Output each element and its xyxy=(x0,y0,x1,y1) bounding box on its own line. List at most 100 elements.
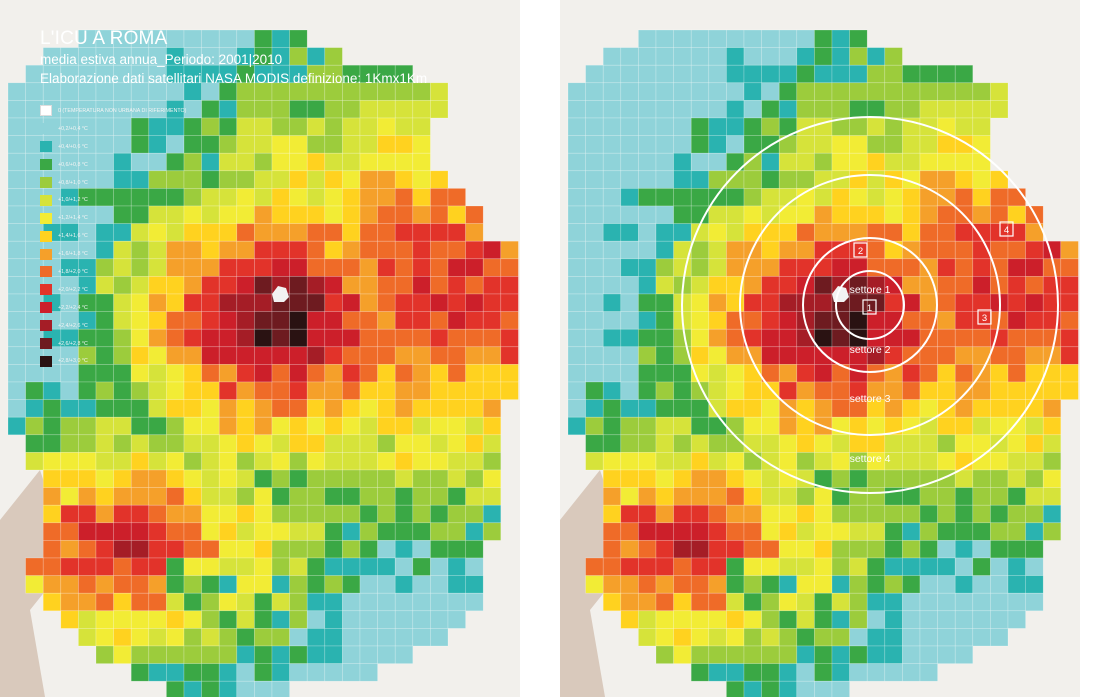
heat-cell xyxy=(482,416,502,436)
heat-cell xyxy=(342,205,361,224)
heat-cell xyxy=(377,135,396,154)
heat-cell xyxy=(482,452,502,471)
heat-cell xyxy=(602,434,622,453)
heat-cell xyxy=(342,240,361,260)
heat-cell xyxy=(585,346,604,365)
heat-cell xyxy=(761,223,780,242)
heat-cell xyxy=(183,240,202,260)
heat-cell xyxy=(324,364,343,383)
heat-cell xyxy=(690,100,710,119)
heat-cell xyxy=(394,540,414,559)
heat-cell xyxy=(183,522,202,541)
heat-cell xyxy=(743,311,762,330)
heat-cell xyxy=(342,346,361,365)
heat-cell xyxy=(585,135,604,154)
heat-cell xyxy=(1007,381,1026,400)
heat-cell xyxy=(218,258,238,277)
heat-cell xyxy=(690,416,710,436)
heat-cell xyxy=(937,170,956,189)
heat-cell xyxy=(884,663,903,682)
heat-cell xyxy=(218,522,238,541)
heat-cell xyxy=(447,381,466,400)
heat-cell xyxy=(306,152,326,172)
heat-cell xyxy=(236,328,255,348)
heat-cell xyxy=(412,188,431,207)
heat-cell xyxy=(743,100,762,119)
heat-cell xyxy=(778,170,798,189)
heat-cell xyxy=(113,592,132,612)
heat-cell xyxy=(377,610,396,629)
heat-cell xyxy=(761,258,780,277)
legend-item: +1,2/+1,4 °C xyxy=(40,209,186,227)
heat-cell xyxy=(254,240,273,260)
heat-cell xyxy=(743,575,762,594)
heat-cell xyxy=(482,346,502,365)
heat-cell xyxy=(620,610,639,629)
heat-cell xyxy=(183,680,202,697)
heat-cell xyxy=(866,540,886,559)
heat-cell xyxy=(708,293,727,312)
heat-cell xyxy=(289,311,308,330)
heat-cell xyxy=(1007,311,1026,330)
heat-cell xyxy=(254,540,273,559)
heat-cell xyxy=(726,557,745,576)
heat-cell xyxy=(954,434,974,453)
heat-cell xyxy=(1007,364,1026,383)
heat-cell xyxy=(726,592,745,612)
heat-cell xyxy=(655,434,674,453)
heat-cell xyxy=(201,328,220,348)
heat-cell xyxy=(42,416,62,436)
heat-cell xyxy=(218,311,238,330)
heat-cell xyxy=(306,504,326,524)
heat-cell xyxy=(271,540,290,559)
heat-grid xyxy=(7,29,519,697)
heat-cell xyxy=(95,487,114,506)
heat-cell xyxy=(673,469,692,488)
heat-cell xyxy=(236,117,255,136)
heat-cell xyxy=(7,100,26,119)
legend-label: +1,0/+1,2 °C xyxy=(58,197,88,204)
heat-cell xyxy=(78,434,97,453)
heat-cell xyxy=(778,258,798,277)
heat-cell xyxy=(690,592,710,612)
heat-cell xyxy=(148,592,167,612)
heat-cell xyxy=(359,469,378,488)
heat-cell xyxy=(183,117,202,136)
heat-cell xyxy=(990,575,1009,594)
heat-cell xyxy=(306,557,326,576)
heat-cell xyxy=(254,663,273,682)
heat-cell xyxy=(78,381,97,400)
heat-cell xyxy=(218,487,238,506)
heat-cell xyxy=(7,205,26,224)
heat-cell xyxy=(113,557,132,576)
heat-cell xyxy=(412,469,431,488)
heat-cell xyxy=(201,346,220,365)
heat-cell xyxy=(236,434,255,453)
heat-cell xyxy=(620,276,639,295)
heat-cell xyxy=(359,416,378,436)
heat-cell xyxy=(761,504,780,524)
heat-cell xyxy=(394,399,414,418)
heat-cell xyxy=(902,100,921,119)
heat-cell xyxy=(814,663,833,682)
heat-cell xyxy=(1042,381,1062,400)
heat-cell xyxy=(902,645,921,664)
heat-cell xyxy=(972,504,991,524)
heat-cell xyxy=(236,293,255,312)
heat-cell xyxy=(972,381,991,400)
heat-cell xyxy=(673,258,692,277)
heat-cell xyxy=(1025,346,1044,365)
heat-cell xyxy=(831,135,850,154)
heat-cell xyxy=(447,346,466,365)
heat-cell xyxy=(412,100,431,119)
heat-cell xyxy=(919,628,938,647)
heat-cell xyxy=(1060,381,1079,400)
heat-cell xyxy=(919,135,938,154)
heat-cell xyxy=(726,381,745,400)
heat-cell xyxy=(218,399,238,418)
heat-cell xyxy=(465,434,484,453)
heat-cell xyxy=(254,258,273,277)
heat-cell xyxy=(849,434,868,453)
heat-cell xyxy=(761,240,780,260)
heat-cell xyxy=(254,276,273,295)
